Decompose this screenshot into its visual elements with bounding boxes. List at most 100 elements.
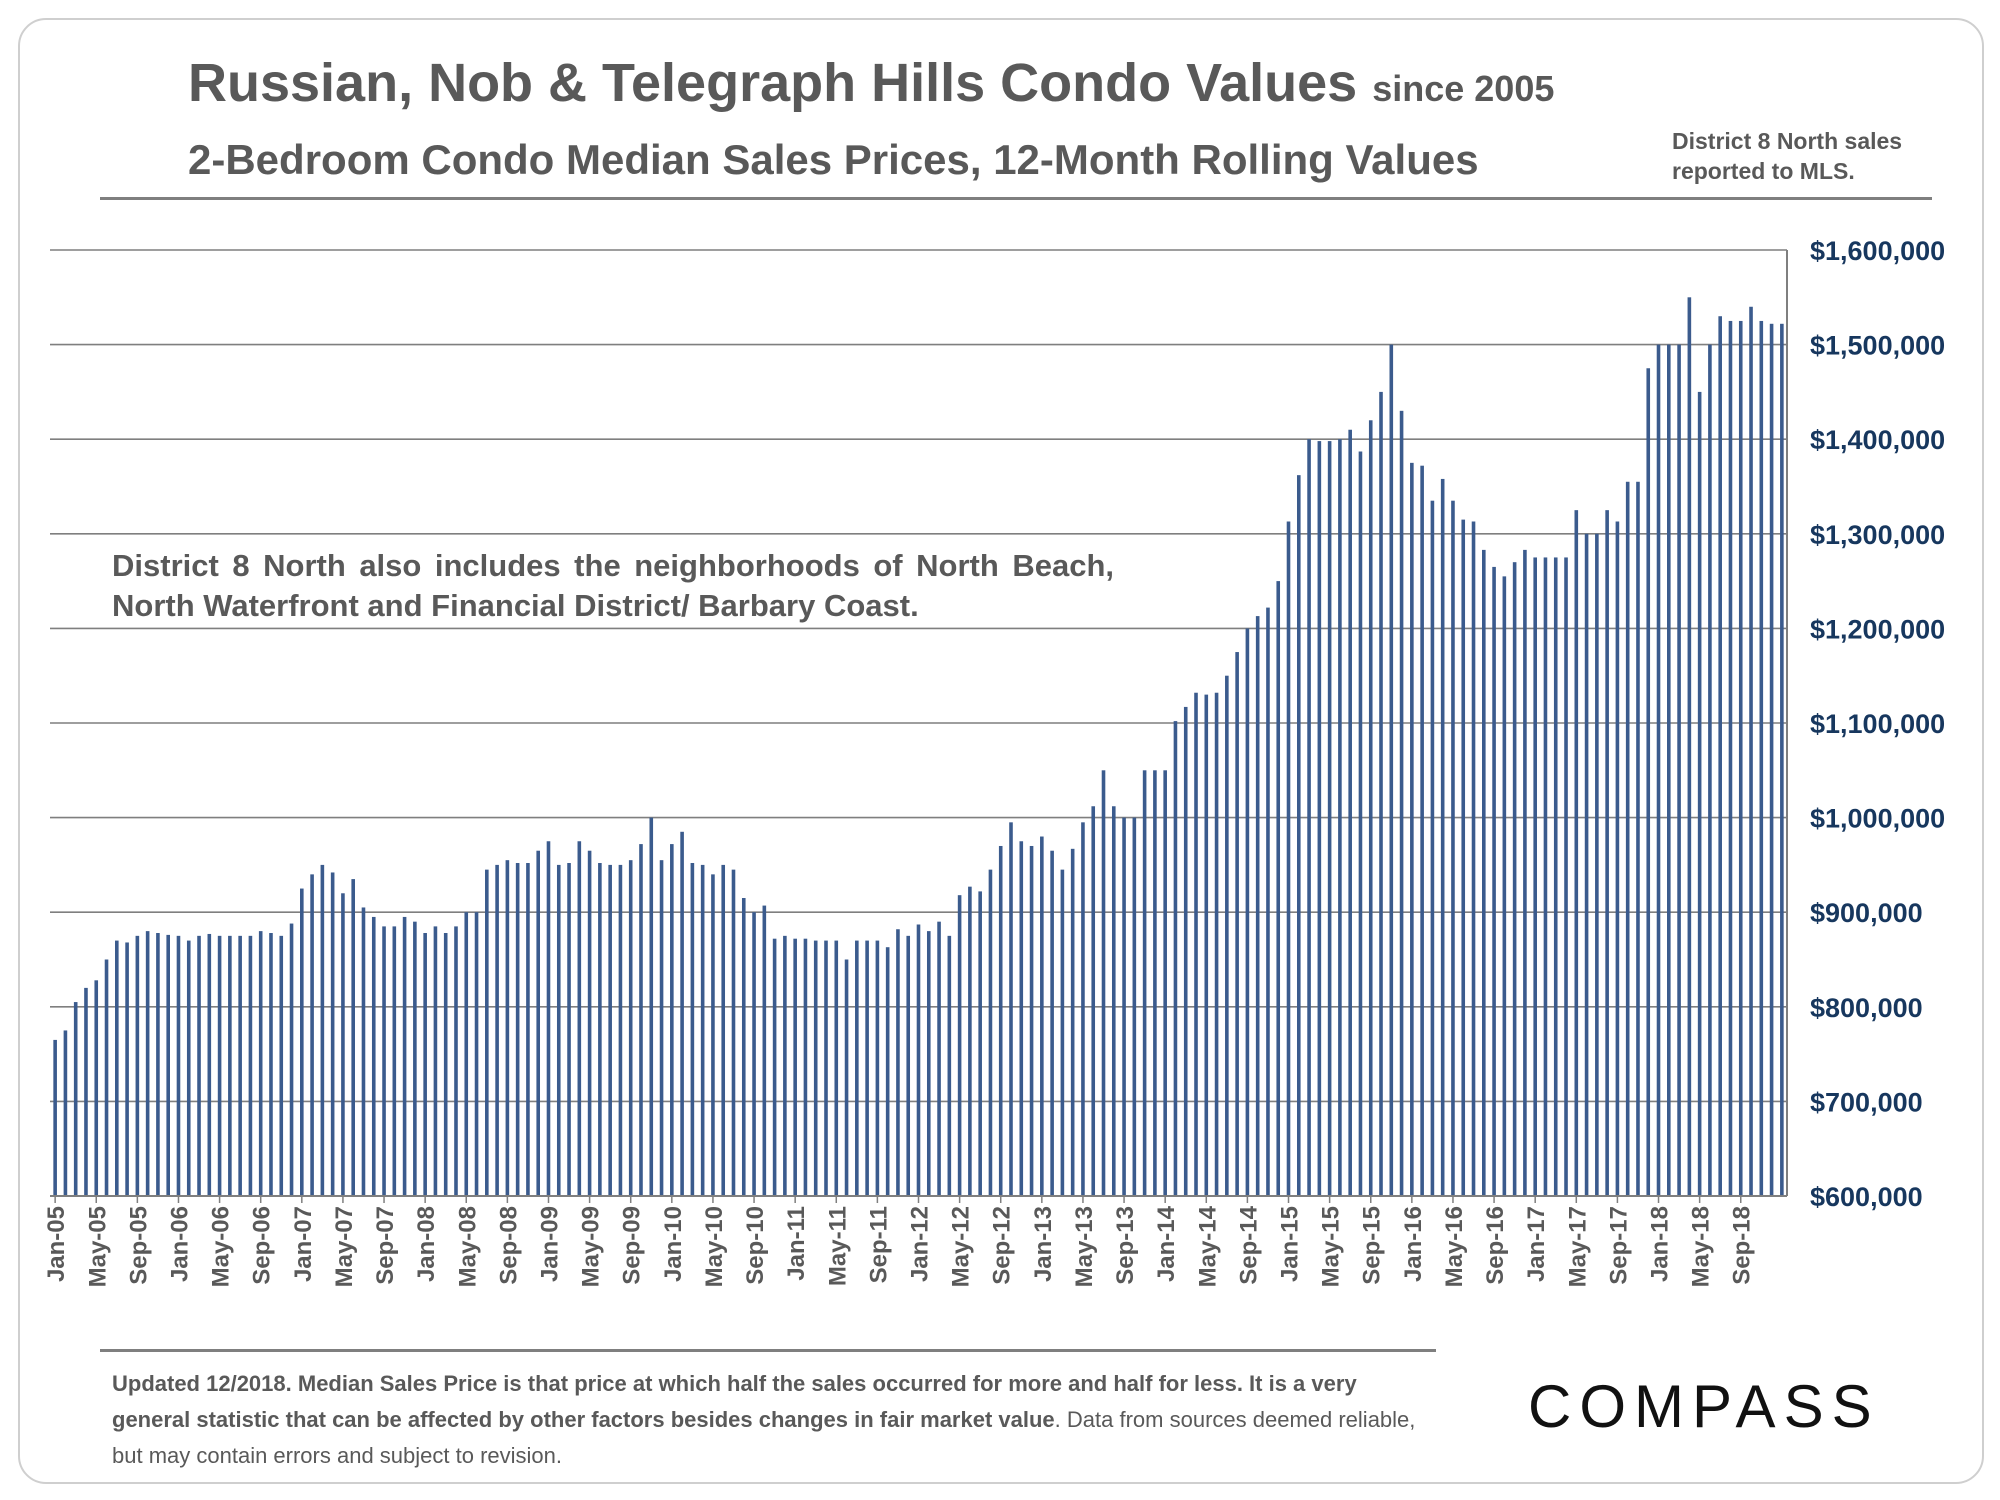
footnote-bold: Updated 12/2018. Median Sales Price is t… [112, 1371, 1357, 1432]
bar [1595, 533, 1599, 1196]
y-tick-label: $1,100,000 [1810, 709, 1945, 739]
bar [279, 935, 284, 1196]
x-tick-label: May-08 [454, 1206, 481, 1287]
title-since: since 2005 [1372, 68, 1555, 109]
bar [1687, 297, 1692, 1196]
bar [1245, 628, 1250, 1196]
bar [248, 935, 253, 1196]
bar [485, 869, 489, 1196]
bar [1584, 533, 1589, 1196]
bar [731, 869, 736, 1196]
bar [608, 864, 612, 1196]
bar [680, 831, 684, 1196]
bar [556, 864, 561, 1196]
bar [1615, 521, 1620, 1196]
bar [1101, 770, 1106, 1196]
bar [402, 916, 407, 1196]
bar [1399, 410, 1404, 1196]
chart-title: Russian, Nob & Telegraph Hills Condo Val… [188, 52, 1554, 114]
bar [197, 935, 201, 1196]
bar [1009, 822, 1013, 1196]
bar [1769, 323, 1774, 1196]
y-tick-label: $1,400,000 [1810, 425, 1945, 455]
bar [1708, 344, 1712, 1197]
bar [1338, 439, 1342, 1196]
bar [515, 863, 520, 1196]
bar [505, 860, 510, 1196]
bar [1194, 692, 1198, 1196]
bar [371, 916, 376, 1196]
y-tick-label: $600,000 [1810, 1182, 1923, 1212]
bar [783, 935, 787, 1196]
x-tick-label: May-10 [701, 1206, 728, 1287]
bar [1471, 521, 1476, 1196]
y-tick-label: $1,500,000 [1810, 331, 1945, 361]
x-tick-label: Sep-11 [865, 1206, 892, 1283]
x-tick-label: Jan-07 [290, 1206, 317, 1282]
x-tick-label: Sep-12 [989, 1206, 1016, 1285]
bar [700, 864, 705, 1196]
axes [50, 250, 1788, 1203]
bar [875, 940, 880, 1196]
bar [433, 926, 438, 1196]
bar [865, 940, 869, 1196]
y-tick-label: $1,300,000 [1810, 520, 1945, 550]
bar [711, 874, 715, 1196]
bar [1286, 521, 1291, 1196]
bar [793, 938, 797, 1196]
x-tick-label: Sep-05 [125, 1206, 152, 1285]
bar [392, 926, 397, 1196]
x-tick-label: May-06 [208, 1206, 235, 1287]
y-tick-label: $700,000 [1810, 1087, 1923, 1117]
bar [1183, 706, 1188, 1196]
bar [1173, 721, 1178, 1196]
bar [1142, 770, 1147, 1196]
bar [1482, 549, 1486, 1196]
bar [1050, 850, 1054, 1196]
bar [639, 844, 643, 1196]
x-tick-label: Sep-10 [742, 1206, 769, 1285]
bar [1738, 320, 1743, 1196]
y-tick-label: $1,000,000 [1810, 804, 1945, 834]
x-tick-label: May-11 [824, 1206, 851, 1286]
x-tick-label: Jan-08 [413, 1206, 440, 1282]
x-tick-label: May-16 [1441, 1206, 1468, 1287]
bar [1348, 429, 1352, 1196]
bar [526, 863, 530, 1196]
bar [300, 888, 304, 1196]
bar [320, 864, 325, 1196]
bar [536, 850, 541, 1196]
bar [1430, 500, 1435, 1196]
x-tick-label: Jan-12 [907, 1206, 934, 1282]
x-tick-label: Sep-15 [1359, 1206, 1386, 1285]
bar [258, 931, 263, 1196]
x-tick-label: Jan-15 [1277, 1206, 1304, 1282]
bar [618, 864, 623, 1196]
bar [947, 935, 952, 1196]
bar [341, 893, 345, 1196]
bar [125, 942, 129, 1196]
x-tick-label: May-09 [578, 1206, 605, 1287]
bar [474, 912, 479, 1196]
bar [1214, 692, 1219, 1196]
bar [217, 935, 222, 1196]
y-axis-labels: $600,000 $700,000 $800,000 $900,000 $1,000,0… [1810, 236, 1945, 1212]
bar [721, 864, 726, 1196]
bar [741, 898, 746, 1196]
bar [166, 934, 170, 1196]
bar [885, 947, 890, 1196]
x-tick-label: May-15 [1318, 1206, 1345, 1287]
bars [53, 297, 1784, 1197]
bar [1492, 566, 1496, 1196]
bar [238, 935, 242, 1196]
header-divider [100, 197, 1932, 200]
x-tick-label: Jan-11 [783, 1206, 810, 1281]
bar [1153, 770, 1157, 1196]
bar [546, 841, 551, 1196]
bar [1040, 836, 1044, 1196]
bar [1204, 694, 1209, 1196]
x-tick-label: Jan-09 [537, 1206, 564, 1282]
bar [577, 841, 582, 1196]
x-tick-label: Jan-17 [1523, 1206, 1550, 1282]
